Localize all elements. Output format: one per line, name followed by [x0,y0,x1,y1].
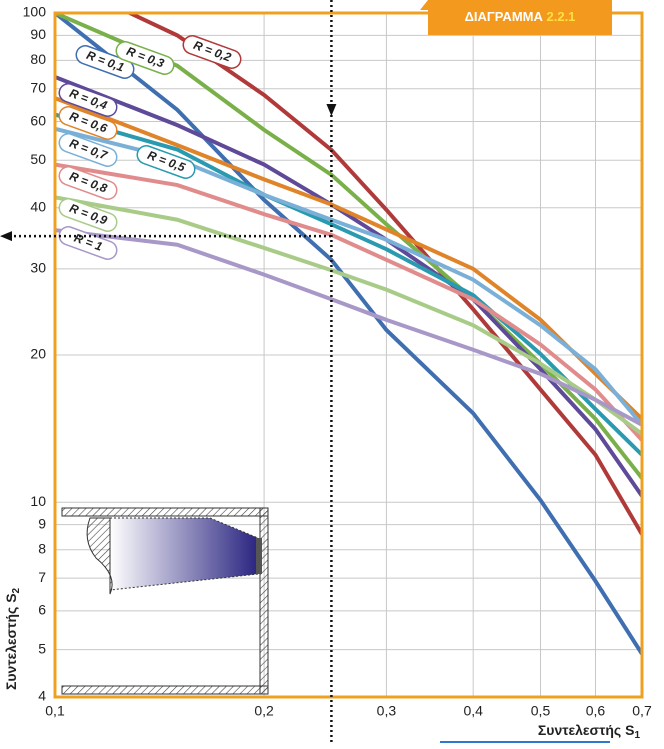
curve [55,13,642,480]
y-tick-label: 30 [30,260,46,276]
y-tick-label: 7 [38,569,46,585]
y-tick-label: 50 [30,151,46,167]
curve [55,126,642,427]
y-tick-label: 10 [30,493,46,509]
x-label-text: Συντελεστής S [538,722,635,738]
arrow-left [0,231,12,242]
x-label-sub: 1 [634,730,640,741]
y-tick-label: 100 [23,4,47,20]
y-tick-label: 80 [30,51,46,67]
y-tick-label: 60 [30,112,46,128]
ceiling [61,507,269,517]
chart-title: ΔΙΑΓΡΑΜΜΑ [465,9,544,24]
arrow-down [326,104,337,116]
light-fan [109,517,259,591]
title-group: ΔΙΑΓΡΑΜΜΑ 2.2.1 [465,9,576,24]
y-tick-label: 40 [30,198,46,214]
inset-diagram [61,507,269,695]
plot-frame [53,11,644,699]
x-tick-label: 0,4 [463,703,483,719]
curve-labels: R = 0,1 R = 0,2R = 0,3R = 0,4R = 0,5R = 0… [58,35,242,260]
window [256,538,262,574]
curves [55,13,642,655]
y-tick-label: 6 [38,602,46,618]
floor [61,685,269,695]
x-tick-label: 0,3 [377,703,397,719]
distribution [86,517,113,595]
y-tick-label: 90 [30,26,46,42]
y-tick-label: 20 [30,346,46,362]
curve [55,162,642,442]
x-tick-label: 0,5 [531,703,551,719]
y-label-sub: 2 [11,587,22,593]
y-tick-label: 9 [38,515,46,531]
x-axis-label: Συντελεστής S1 [538,722,641,741]
x-tick-label: 0,2 [254,703,274,719]
curve [55,195,642,436]
x-tick-label: 0,7 [632,703,652,719]
curve-label: R = 0,2 [182,35,242,69]
curve-label: R = 0,9 [58,198,118,232]
y-label-text: Συντελεστής S [3,593,19,690]
wall [259,507,269,695]
y-tick-label: 8 [38,540,46,556]
x-tick-label: 0,6 [586,703,606,719]
y-tick-label: 70 [30,79,46,95]
curve [55,228,642,427]
x-tick-label: 0,1 [45,703,65,719]
y-axis-label: Συντελεστής S2 [3,587,22,690]
curve [125,13,642,536]
title-number: 2.2.1 [547,9,576,24]
y-tick-label: 4 [38,688,46,704]
y-tick-label: 5 [38,640,46,656]
title-badge [420,0,612,35]
